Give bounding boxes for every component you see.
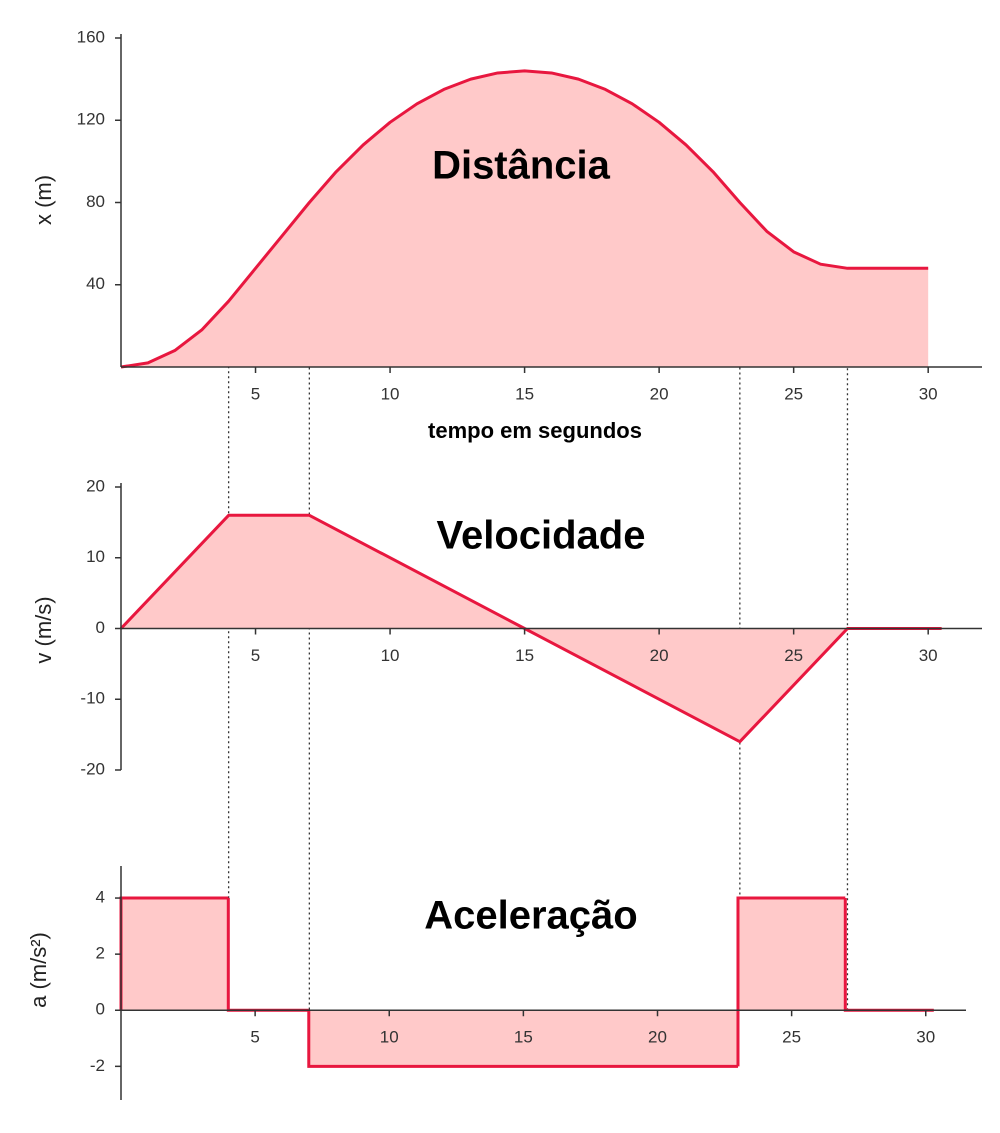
y-axis-label: v (m/s) xyxy=(31,596,56,663)
y-tick-label: 80 xyxy=(86,192,105,211)
line xyxy=(120,69,929,369)
x-tick-label: 10 xyxy=(380,1028,399,1047)
step-line xyxy=(226,898,309,1012)
x-tick-label: 15 xyxy=(514,1028,533,1047)
y-tick-label: -20 xyxy=(80,759,105,778)
x-tick-label: 5 xyxy=(251,384,260,403)
y-tick-label: 40 xyxy=(86,274,105,293)
x-tick-label: 30 xyxy=(916,1028,935,1047)
y-tick-label: 0 xyxy=(96,618,105,637)
x-tick-label: 15 xyxy=(515,384,534,403)
step-bar xyxy=(121,898,229,1011)
y-axis-label: x (m) xyxy=(31,175,56,225)
area xyxy=(121,70,929,368)
x-tick-label: 25 xyxy=(784,646,803,665)
x-tick-label: 10 xyxy=(381,384,400,403)
chart-annotation: Distância xyxy=(432,144,611,188)
x-tick-label: 20 xyxy=(648,1028,667,1047)
x-axis-label: tempo em segundos xyxy=(428,418,642,443)
y-tick-label: -10 xyxy=(80,689,105,708)
x-tick-label: 30 xyxy=(919,384,938,403)
y-tick-label: 120 xyxy=(77,110,105,129)
step-bar xyxy=(308,1010,738,1067)
y-tick-label: 2 xyxy=(96,944,105,963)
x-tick-label: 20 xyxy=(650,646,669,665)
step-line xyxy=(307,1010,738,1068)
chart-annotation: Aceleração xyxy=(424,894,637,938)
y-tick-label: -2 xyxy=(90,1056,105,1075)
y-axis-label: a (m/s²) xyxy=(26,932,51,1008)
y-tick-label: 4 xyxy=(96,888,105,907)
x-tick-label: 30 xyxy=(919,646,938,665)
y-tick-label: 10 xyxy=(86,547,105,566)
x-tick-label: 5 xyxy=(251,646,260,665)
x-tick-label: 20 xyxy=(650,384,669,403)
x-tick-label: 25 xyxy=(784,384,803,403)
x-tick-label: 10 xyxy=(381,646,400,665)
y-tick-label: 0 xyxy=(96,1000,105,1019)
y-tick-label: 20 xyxy=(86,476,105,495)
x-tick-label: 5 xyxy=(250,1028,259,1047)
x-tick-label: 25 xyxy=(782,1028,801,1047)
step-line xyxy=(843,898,934,1012)
y-tick-label: 160 xyxy=(77,27,105,46)
chart-annotation: Velocidade xyxy=(437,514,646,558)
x-tick-label: 15 xyxy=(515,646,534,665)
step-bar xyxy=(737,898,846,1011)
